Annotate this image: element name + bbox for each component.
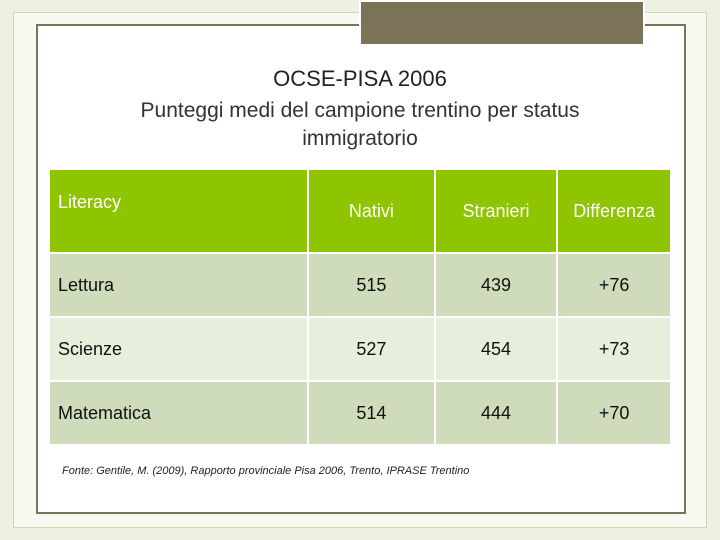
header-stranieri: Stranieri: [433, 168, 559, 254]
source-note: Fonte: Gentile, M. (2009), Rapporto prov…: [62, 465, 470, 477]
accent-block: [359, 0, 645, 46]
cell-nativi: 527: [307, 316, 436, 382]
cell-stranieri: 439: [433, 252, 559, 318]
header-differenza: Differenza: [556, 168, 672, 254]
cell-differenza: +70: [556, 380, 672, 446]
cell-stranieri: 444: [433, 380, 559, 446]
cell-differenza: +73: [556, 316, 672, 382]
row-label: Matematica: [47, 380, 310, 446]
row-label: Lettura: [47, 252, 310, 318]
cell-nativi: 515: [307, 252, 436, 318]
table-row: Matematica 514 444 +70: [47, 380, 672, 446]
table-row: Lettura 515 439 +76: [47, 252, 672, 318]
header-nativi: Nativi: [307, 168, 436, 254]
slide-subtitle: Punteggi medi del campione trentino per …: [140, 99, 580, 150]
table-row: Scienze 527 454 +73: [47, 316, 672, 382]
scores-table: Literacy Nativi Stranieri Differenza Let…: [47, 168, 672, 446]
table-header-row: Literacy Nativi Stranieri Differenza: [47, 168, 672, 254]
slide-title: OCSE-PISA 2006: [273, 66, 447, 91]
row-label: Scienze: [47, 316, 310, 382]
cell-stranieri: 454: [433, 316, 559, 382]
cell-nativi: 514: [307, 380, 436, 446]
cell-differenza: +76: [556, 252, 672, 318]
header-literacy: Literacy: [47, 168, 310, 254]
